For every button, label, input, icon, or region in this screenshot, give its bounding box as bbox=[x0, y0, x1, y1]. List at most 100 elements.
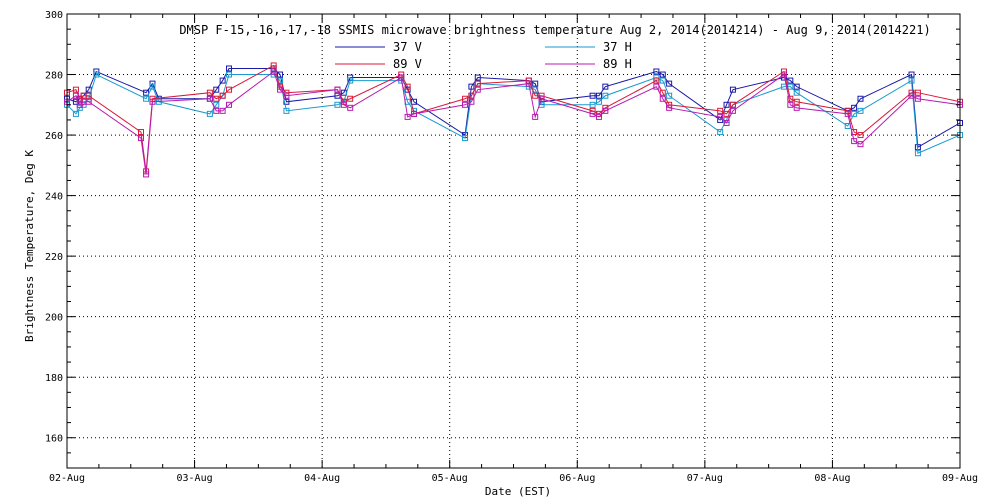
data-point bbox=[143, 171, 150, 178]
data-point bbox=[914, 150, 921, 157]
x-tick-label: 09-Aug bbox=[942, 473, 978, 484]
data-point bbox=[659, 71, 666, 78]
data-point bbox=[666, 104, 673, 111]
data-point bbox=[595, 113, 602, 120]
legend-label: 37 H bbox=[603, 40, 632, 54]
data-point bbox=[137, 129, 144, 136]
x-tick-label: 03-Aug bbox=[177, 473, 213, 484]
data-point bbox=[213, 107, 220, 114]
data-point bbox=[206, 89, 213, 96]
data-point bbox=[404, 113, 411, 120]
chart-title: DMSP F-15,-16,-17,-18 SSMIS microwave br… bbox=[179, 23, 930, 37]
data-point bbox=[226, 71, 233, 78]
data-point bbox=[723, 101, 730, 108]
data-point bbox=[589, 92, 596, 99]
data-point bbox=[149, 98, 156, 105]
data-point bbox=[72, 86, 79, 93]
data-point bbox=[793, 89, 800, 96]
plot-frame bbox=[66, 13, 961, 469]
data-point bbox=[729, 107, 736, 114]
data-point bbox=[666, 80, 673, 87]
data-point bbox=[653, 68, 660, 75]
y-tick-label: 240 bbox=[45, 192, 63, 203]
x-tick-label: 06-Aug bbox=[559, 473, 595, 484]
data-point bbox=[149, 83, 156, 90]
data-point bbox=[851, 138, 858, 145]
data-point bbox=[717, 129, 724, 136]
series-line bbox=[66, 67, 961, 148]
data-point bbox=[93, 71, 100, 78]
data-point bbox=[277, 77, 284, 84]
data-point bbox=[659, 77, 666, 84]
data-point bbox=[137, 135, 144, 142]
data-point bbox=[666, 92, 673, 99]
data-point bbox=[462, 101, 469, 108]
axis-ticks: 160 180 200 220 240 260 280 300 02-Aug 03-Aug 04-A… bbox=[45, 10, 978, 484]
data-point bbox=[468, 98, 475, 105]
data-point bbox=[525, 80, 532, 87]
data-point bbox=[474, 86, 481, 93]
data-point bbox=[270, 68, 277, 75]
data-point bbox=[589, 101, 596, 108]
data-point bbox=[844, 110, 851, 117]
data-point bbox=[219, 107, 226, 114]
data-point bbox=[729, 86, 736, 93]
data-point bbox=[602, 92, 609, 99]
legend: 37 V 37 H 89 V 89 H bbox=[335, 40, 632, 71]
data-point bbox=[653, 83, 660, 90]
data-point bbox=[213, 95, 220, 102]
data-point bbox=[857, 107, 864, 114]
data-point bbox=[213, 101, 220, 108]
x-tick-label: 07-Aug bbox=[687, 473, 723, 484]
data-point bbox=[844, 107, 851, 114]
data-point bbox=[226, 65, 233, 72]
data-point bbox=[532, 113, 539, 120]
series-line bbox=[66, 73, 961, 154]
data-point bbox=[908, 71, 915, 78]
data-point bbox=[717, 107, 724, 114]
data-point bbox=[143, 95, 150, 102]
data-point bbox=[602, 83, 609, 90]
data-point bbox=[787, 101, 794, 108]
data-point bbox=[532, 80, 539, 87]
data-point bbox=[283, 107, 290, 114]
data-point bbox=[340, 101, 347, 108]
y-tick-label: 180 bbox=[45, 373, 63, 384]
data-point bbox=[793, 98, 800, 105]
data-point bbox=[277, 86, 284, 93]
data-point bbox=[213, 86, 220, 93]
x-tick-label: 02-Aug bbox=[49, 473, 85, 484]
data-point bbox=[589, 110, 596, 117]
data-point bbox=[857, 141, 864, 148]
data-point bbox=[602, 107, 609, 114]
data-point bbox=[595, 92, 602, 99]
data-point bbox=[277, 71, 284, 78]
data-point bbox=[219, 77, 226, 84]
y-tick-label: 200 bbox=[45, 313, 63, 324]
data-point bbox=[474, 74, 481, 81]
series-line bbox=[66, 70, 961, 175]
data-point bbox=[347, 74, 354, 81]
data-point bbox=[851, 104, 858, 111]
y-axis-label: Brightness Temperature, Deg K bbox=[23, 150, 36, 342]
data-point bbox=[914, 89, 921, 96]
data-point bbox=[474, 80, 481, 87]
data-point bbox=[219, 92, 226, 99]
data-point bbox=[462, 135, 469, 142]
data-point bbox=[206, 110, 213, 117]
data-point bbox=[717, 113, 724, 120]
data-point bbox=[857, 95, 864, 102]
data-point bbox=[793, 104, 800, 111]
data-point bbox=[226, 86, 233, 93]
data-point bbox=[85, 98, 92, 105]
data-point bbox=[787, 95, 794, 102]
y-tick-label: 220 bbox=[45, 252, 63, 263]
data-point bbox=[149, 95, 156, 102]
data-point bbox=[347, 104, 354, 111]
data-point bbox=[589, 107, 596, 114]
x-axis-label: Date (EST) bbox=[485, 485, 551, 498]
data-point bbox=[659, 89, 666, 96]
data-point bbox=[908, 77, 915, 84]
data-point bbox=[780, 71, 787, 78]
